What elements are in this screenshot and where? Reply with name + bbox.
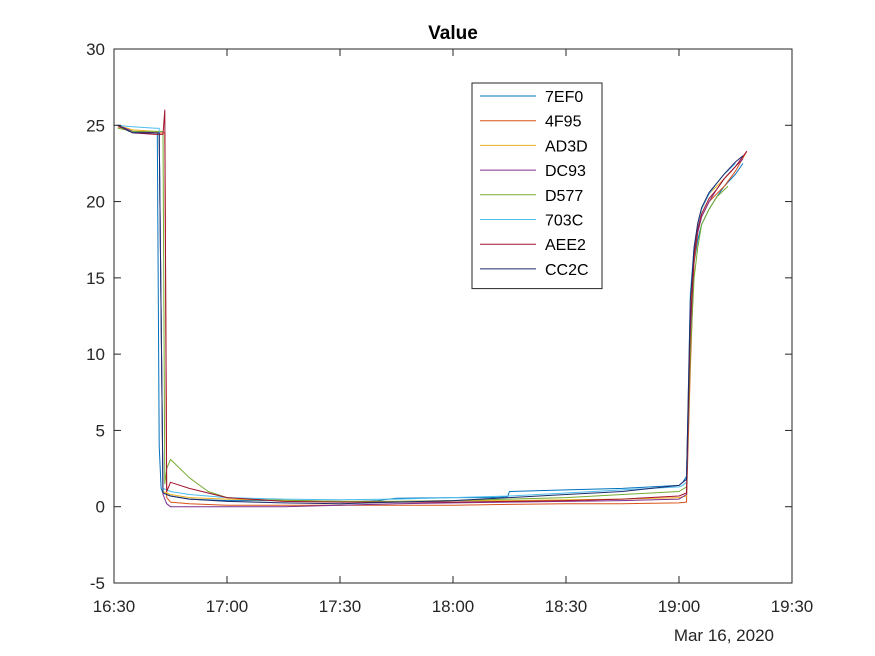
x-axis-date-label: Mar 16, 2020 — [674, 626, 774, 645]
legend-label-7ef0: 7EF0 — [545, 89, 583, 106]
legend-box — [471, 82, 603, 290]
plot-area — [114, 49, 792, 583]
x-tick-label: 18:30 — [545, 597, 588, 616]
y-tick-label: 25 — [86, 116, 105, 135]
x-tick-label: 16:30 — [93, 597, 136, 616]
legend-label-703c: 703C — [545, 213, 583, 230]
y-tick-label: 10 — [86, 345, 105, 364]
legend-label-4f95: 4F95 — [545, 114, 582, 131]
y-tick-label: 30 — [86, 40, 105, 59]
x-tick-label: 17:30 — [319, 597, 362, 616]
legend-label-cc2c: CC2C — [545, 262, 589, 279]
series-line-cc2c — [117, 124, 744, 505]
chart-title: Value — [428, 23, 478, 44]
x-tick-label: 19:00 — [658, 597, 701, 616]
series-line-aee2 — [117, 109, 748, 503]
x-tick-label: 19:30 — [771, 597, 814, 616]
x-tick-label: 17:00 — [206, 597, 249, 616]
x-axis: 16:30 17:00 17:30 18:00 18:30 19:00 19:30 — [93, 49, 814, 616]
legend-label-ad3d: AD3D — [545, 138, 588, 155]
y-tick-label: 20 — [86, 193, 105, 212]
legend: 7EF0 4F95 AD3D DC93 D577 703C AEE2 CC2C — [471, 82, 603, 290]
series-layer — [117, 109, 748, 508]
y-tick-label: -5 — [90, 574, 105, 593]
legend-label-dc93: DC93 — [545, 163, 586, 180]
legend-label-aee2: AEE2 — [545, 237, 586, 254]
y-axis: -5 0 5 10 15 20 25 30 — [86, 40, 792, 593]
y-tick-label: 0 — [96, 498, 105, 517]
x-tick-label: 18:00 — [432, 597, 475, 616]
y-tick-label: 15 — [86, 269, 105, 288]
series-line-dc93 — [117, 124, 744, 508]
y-tick-label: 5 — [96, 421, 105, 440]
series-line-d577 — [117, 127, 729, 502]
legend-label-d577: D577 — [545, 188, 583, 205]
